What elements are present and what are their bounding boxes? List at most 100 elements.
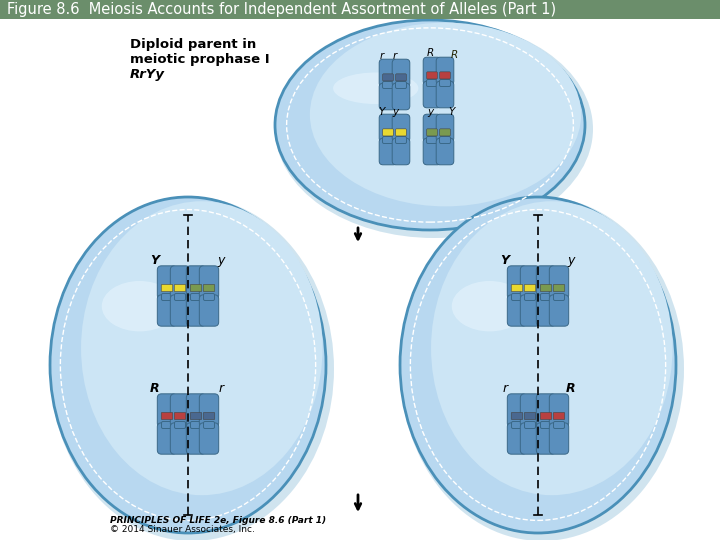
FancyBboxPatch shape [171,394,189,427]
FancyBboxPatch shape [511,294,523,300]
FancyBboxPatch shape [541,422,552,429]
FancyBboxPatch shape [392,59,410,87]
FancyBboxPatch shape [540,413,552,420]
FancyBboxPatch shape [423,81,441,108]
Ellipse shape [50,197,334,540]
Text: R: R [451,50,458,60]
FancyBboxPatch shape [426,79,438,86]
FancyBboxPatch shape [540,285,552,292]
FancyBboxPatch shape [382,82,394,89]
Ellipse shape [50,197,326,533]
Ellipse shape [310,23,581,206]
FancyBboxPatch shape [171,266,189,299]
Text: r: r [380,51,384,61]
FancyBboxPatch shape [379,114,397,142]
FancyBboxPatch shape [171,423,189,454]
FancyBboxPatch shape [190,285,202,292]
FancyBboxPatch shape [511,422,523,429]
FancyBboxPatch shape [541,294,552,300]
FancyBboxPatch shape [174,285,186,292]
Text: R: R [426,48,433,58]
FancyBboxPatch shape [157,394,176,427]
Ellipse shape [275,20,593,238]
FancyBboxPatch shape [521,394,540,427]
FancyBboxPatch shape [436,57,454,85]
FancyBboxPatch shape [440,129,450,136]
FancyBboxPatch shape [439,137,451,144]
FancyBboxPatch shape [440,72,450,79]
FancyBboxPatch shape [191,422,202,429]
FancyBboxPatch shape [549,295,569,326]
Ellipse shape [102,281,178,332]
Ellipse shape [400,197,684,540]
FancyBboxPatch shape [423,114,441,142]
Text: Y: Y [150,254,160,267]
FancyBboxPatch shape [186,295,206,326]
FancyBboxPatch shape [203,285,215,292]
Text: Y: Y [449,107,455,117]
FancyBboxPatch shape [379,83,397,110]
FancyBboxPatch shape [0,0,720,19]
Ellipse shape [451,281,528,332]
Text: RrYy: RrYy [130,68,165,81]
Text: y: y [217,254,225,267]
FancyBboxPatch shape [174,413,186,420]
FancyBboxPatch shape [161,422,173,429]
Text: r: r [393,51,397,61]
Ellipse shape [333,72,418,104]
FancyBboxPatch shape [536,295,556,326]
FancyBboxPatch shape [553,285,564,292]
FancyBboxPatch shape [382,137,394,144]
FancyBboxPatch shape [423,138,441,165]
FancyBboxPatch shape [174,294,186,300]
Text: r: r [503,382,508,395]
FancyBboxPatch shape [521,423,540,454]
FancyBboxPatch shape [524,294,536,300]
FancyBboxPatch shape [395,82,407,89]
FancyBboxPatch shape [392,83,410,110]
FancyBboxPatch shape [190,413,202,420]
Text: R: R [566,382,576,395]
FancyBboxPatch shape [174,422,186,429]
FancyBboxPatch shape [199,423,219,454]
FancyBboxPatch shape [524,422,536,429]
FancyBboxPatch shape [383,129,393,136]
FancyBboxPatch shape [199,295,219,326]
FancyBboxPatch shape [383,74,393,81]
FancyBboxPatch shape [549,423,569,454]
FancyBboxPatch shape [508,295,526,326]
FancyBboxPatch shape [157,423,176,454]
FancyBboxPatch shape [186,266,206,299]
FancyBboxPatch shape [161,413,173,420]
FancyBboxPatch shape [203,413,215,420]
Text: y: y [427,107,433,117]
FancyBboxPatch shape [521,266,540,299]
Ellipse shape [431,201,672,495]
FancyBboxPatch shape [549,266,569,299]
FancyBboxPatch shape [508,266,526,299]
FancyBboxPatch shape [439,79,451,86]
FancyBboxPatch shape [161,285,173,292]
FancyBboxPatch shape [436,114,454,142]
FancyBboxPatch shape [536,423,556,454]
FancyBboxPatch shape [186,423,206,454]
FancyBboxPatch shape [508,394,526,427]
FancyBboxPatch shape [204,294,215,300]
FancyBboxPatch shape [157,295,176,326]
FancyBboxPatch shape [554,422,564,429]
FancyBboxPatch shape [511,413,523,420]
Text: r: r [218,382,224,395]
FancyBboxPatch shape [392,138,410,165]
FancyBboxPatch shape [536,394,556,427]
FancyBboxPatch shape [161,294,173,300]
FancyBboxPatch shape [157,266,176,299]
FancyBboxPatch shape [379,138,397,165]
Text: R: R [150,382,160,395]
Ellipse shape [400,197,676,533]
FancyBboxPatch shape [395,137,407,144]
FancyBboxPatch shape [436,138,454,165]
Text: y: y [567,254,575,267]
FancyBboxPatch shape [554,294,564,300]
FancyBboxPatch shape [427,129,437,136]
FancyBboxPatch shape [199,266,219,299]
